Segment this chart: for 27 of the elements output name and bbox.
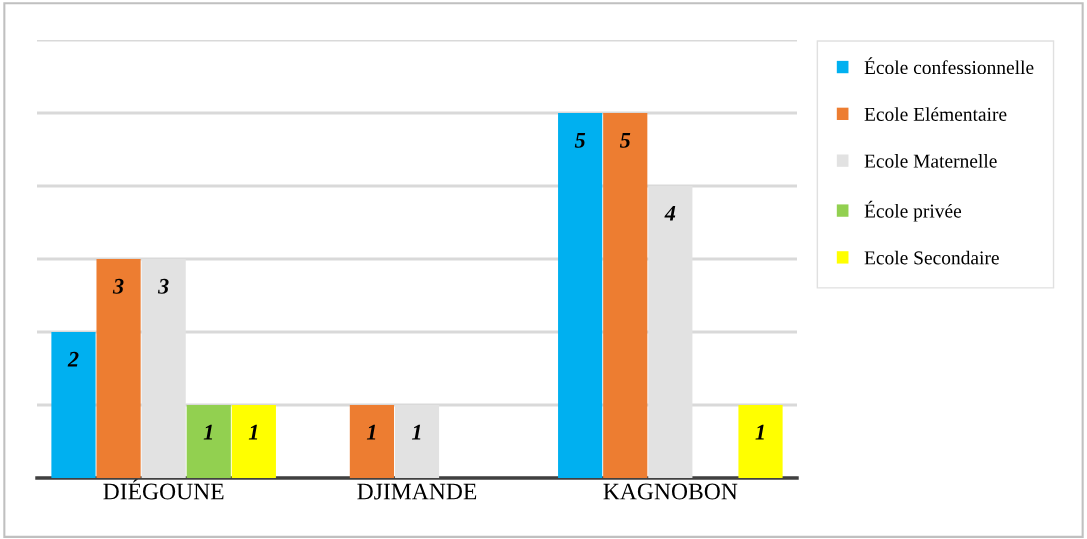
data-label: 5 [574, 132, 586, 148]
data-label: 4 [664, 205, 676, 221]
legend-label: École confessionnelle [864, 57, 1034, 75]
x-tick-label: KAGNOBON [603, 483, 738, 500]
bar [96, 259, 141, 478]
x-tick-label: DIÉGOUNE [103, 479, 224, 500]
x-tick-label: DJIMANDE [357, 483, 477, 500]
legend-label: Ecole Elémentaire [864, 107, 1007, 121]
bar [51, 332, 96, 478]
bar [603, 113, 648, 478]
data-label: 3 [157, 278, 169, 294]
bar [231, 405, 276, 478]
legend-label: Ecole Secondaire [864, 250, 999, 265]
data-label: 1 [411, 424, 421, 440]
data-label: 1 [755, 424, 764, 440]
bar [558, 113, 603, 478]
bar [738, 405, 783, 478]
bar [186, 405, 231, 478]
data-label: 2 [67, 351, 79, 367]
data-label: 1 [203, 424, 213, 440]
legend-label: Ecole Maternelle [864, 154, 997, 168]
data-label: 5 [619, 132, 631, 148]
data-label: 1 [366, 424, 376, 440]
legend-label: École privée [864, 200, 962, 222]
data-label: 3 [112, 278, 124, 294]
data-label: 1 [248, 424, 258, 440]
bar [349, 405, 394, 478]
